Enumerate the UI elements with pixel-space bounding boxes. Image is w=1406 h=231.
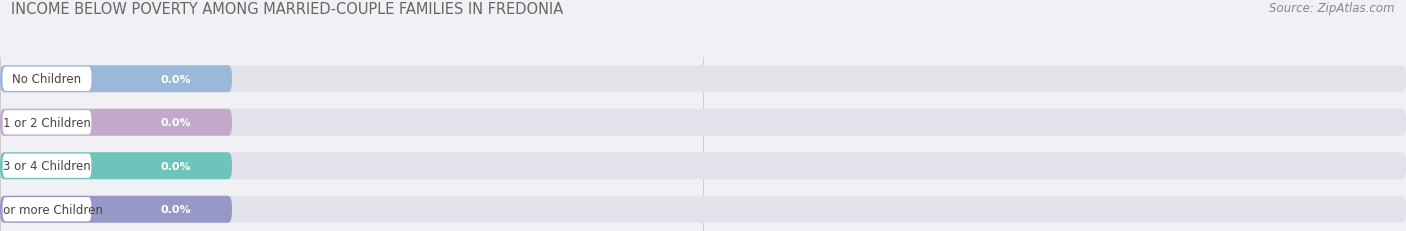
Text: No Children: No Children [13,73,82,86]
Text: 0.0%: 0.0% [160,204,191,214]
Text: Source: ZipAtlas.com: Source: ZipAtlas.com [1270,2,1395,15]
Text: 0.0%: 0.0% [160,74,191,84]
FancyBboxPatch shape [0,196,1406,223]
Text: INCOME BELOW POVERTY AMONG MARRIED-COUPLE FAMILIES IN FREDONIA: INCOME BELOW POVERTY AMONG MARRIED-COUPL… [11,2,564,17]
Text: 1 or 2 Children: 1 or 2 Children [3,116,91,129]
Text: 0.0%: 0.0% [160,118,191,128]
FancyBboxPatch shape [0,66,232,93]
FancyBboxPatch shape [0,109,1406,136]
Text: 5 or more Children: 5 or more Children [0,203,103,216]
FancyBboxPatch shape [0,153,232,179]
FancyBboxPatch shape [3,67,91,91]
FancyBboxPatch shape [3,197,91,222]
Text: 3 or 4 Children: 3 or 4 Children [3,160,91,173]
FancyBboxPatch shape [0,109,232,136]
FancyBboxPatch shape [3,154,91,178]
FancyBboxPatch shape [0,66,1406,93]
FancyBboxPatch shape [3,111,91,135]
Text: 0.0%: 0.0% [160,161,191,171]
FancyBboxPatch shape [0,153,1406,179]
FancyBboxPatch shape [0,196,232,223]
